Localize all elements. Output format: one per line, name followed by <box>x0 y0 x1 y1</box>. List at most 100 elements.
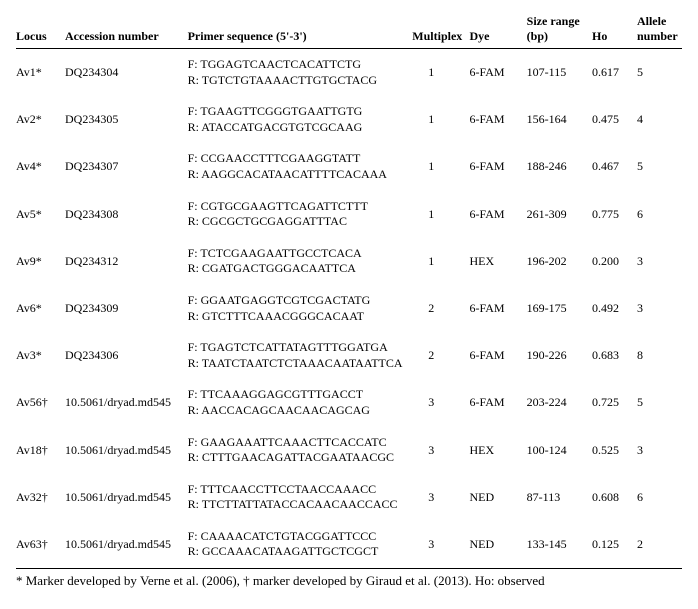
cell-ho: 0.683 <box>592 332 637 379</box>
cell-dye: 6-FAM <box>469 379 526 426</box>
primer-r: R: AAGGCACATAACATTTTCACAAA <box>188 167 409 183</box>
cell-primer: F: TGGAGTCAACTCACATTCTGR: TGTCTGTAAAACTT… <box>188 49 413 97</box>
table-row: Av3*DQ234306F: TGAGTCTCATTATAGTTTGGATGAR… <box>16 332 682 379</box>
cell-primer: F: GAAGAAATTCAAACTTCACCATCR: CTTTGAACAGA… <box>188 427 413 474</box>
primer-r: R: TGTCTGTAAAACTTGTGCTACG <box>188 73 409 89</box>
cell-accession: DQ234308 <box>65 191 188 238</box>
cell-dye: 6-FAM <box>469 49 526 97</box>
primer-f: F: CCGAACCTTTCGAAGGTATT <box>188 151 409 167</box>
cell-primer: F: CGTGCGAAGTTCAGATTCTTTR: CGCGCTGCGAGGA… <box>188 191 413 238</box>
cell-multiplex: 3 <box>412 427 469 474</box>
primer-f: F: TTCAAAGGAGCGTTTGACCT <box>188 387 409 403</box>
cell-multiplex: 3 <box>412 521 469 569</box>
cell-ho: 0.525 <box>592 427 637 474</box>
primer-r: R: ATACCATGACGTGTCGCAAG <box>188 120 409 136</box>
table-row: Av63†10.5061/dryad.md545F: CAAAACATCTGTA… <box>16 521 682 569</box>
table-row: Av56†10.5061/dryad.md545F: TTCAAAGGAGCGT… <box>16 379 682 426</box>
cell-accession: DQ234306 <box>65 332 188 379</box>
cell-primer: F: TGAAGTTCGGGTGAATTGTGR: ATACCATGACGTGT… <box>188 96 413 143</box>
cell-primer: F: TCTCGAAGAATTGCCTCACAR: CGATGACTGGGACA… <box>188 238 413 285</box>
cell-allele: 8 <box>637 332 682 379</box>
cell-size: 133-145 <box>527 521 592 569</box>
cell-ho: 0.467 <box>592 143 637 190</box>
cell-dye: 6-FAM <box>469 143 526 190</box>
cell-allele: 5 <box>637 379 682 426</box>
cell-dye: 6-FAM <box>469 285 526 332</box>
primer-r: R: GTCTTTCAAACGGGCACAAT <box>188 309 409 325</box>
cell-locus: Av56† <box>16 379 65 426</box>
cell-dye: HEX <box>469 427 526 474</box>
cell-allele: 2 <box>637 521 682 569</box>
cell-multiplex: 2 <box>412 285 469 332</box>
cell-ho: 0.725 <box>592 379 637 426</box>
cell-allele: 4 <box>637 96 682 143</box>
primer-r: R: AACCACAGCAACAACAGCAG <box>188 403 409 419</box>
cell-size: 190-226 <box>527 332 592 379</box>
cell-locus: Av32† <box>16 474 65 521</box>
cell-locus: Av2* <box>16 96 65 143</box>
header-accession: Accession number <box>65 12 188 49</box>
cell-accession: 10.5061/dryad.md545 <box>65 379 188 426</box>
primer-r: R: TAATCTAATCTCTAAACAATAATTCA <box>188 356 409 372</box>
cell-allele: 6 <box>637 191 682 238</box>
header-dye: Dye <box>469 12 526 49</box>
cell-multiplex: 1 <box>412 238 469 285</box>
cell-size: 196-202 <box>527 238 592 285</box>
cell-ho: 0.492 <box>592 285 637 332</box>
cell-allele: 3 <box>637 285 682 332</box>
cell-primer: F: TGAGTCTCATTATAGTTTGGATGAR: TAATCTAATC… <box>188 332 413 379</box>
primer-r: R: CGCGCTGCGAGGATTTAC <box>188 214 409 230</box>
cell-allele: 3 <box>637 427 682 474</box>
primer-f: F: TGAGTCTCATTATAGTTTGGATGA <box>188 340 409 356</box>
cell-size: 261-309 <box>527 191 592 238</box>
cell-dye: NED <box>469 521 526 569</box>
cell-accession: 10.5061/dryad.md545 <box>65 521 188 569</box>
cell-accession: 10.5061/dryad.md545 <box>65 427 188 474</box>
cell-size: 100-124 <box>527 427 592 474</box>
cell-accession: DQ234309 <box>65 285 188 332</box>
cell-dye: 6-FAM <box>469 96 526 143</box>
cell-ho: 0.608 <box>592 474 637 521</box>
cell-locus: Av6* <box>16 285 65 332</box>
cell-ho: 0.775 <box>592 191 637 238</box>
cell-locus: Av9* <box>16 238 65 285</box>
cell-size: 169-175 <box>527 285 592 332</box>
table-row: Av4*DQ234307F: CCGAACCTTTCGAAGGTATTR: AA… <box>16 143 682 190</box>
cell-multiplex: 1 <box>412 191 469 238</box>
cell-accession: DQ234312 <box>65 238 188 285</box>
footnote-text: * Marker developed by Verne et al. (2006… <box>16 569 682 598</box>
cell-locus: Av3* <box>16 332 65 379</box>
cell-allele: 6 <box>637 474 682 521</box>
primer-f: F: TCTCGAAGAATTGCCTCACA <box>188 246 409 262</box>
cell-ho: 0.475 <box>592 96 637 143</box>
header-allele: Allele number <box>637 12 682 49</box>
primer-r: R: TTCTTATTATACCACAACAACCACC <box>188 497 409 513</box>
footnote-row: * Marker developed by Verne et al. (2006… <box>16 569 682 598</box>
header-primer: Primer sequence (5'-3') <box>188 12 413 49</box>
primer-f: F: CGTGCGAAGTTCAGATTCTTT <box>188 199 409 215</box>
cell-size: 188-246 <box>527 143 592 190</box>
primer-f: F: TGAAGTTCGGGTGAATTGTG <box>188 104 409 120</box>
cell-locus: Av63† <box>16 521 65 569</box>
cell-accession: DQ234304 <box>65 49 188 97</box>
primer-f: F: TTTCAACCTTCCTAACCAAACC <box>188 482 409 498</box>
header-ho: Ho <box>592 12 637 49</box>
cell-multiplex: 1 <box>412 96 469 143</box>
cell-multiplex: 2 <box>412 332 469 379</box>
cell-accession: DQ234307 <box>65 143 188 190</box>
cell-primer: F: CAAAACATCTGTACGGATTCCCR: GCCAAACATAAG… <box>188 521 413 569</box>
cell-primer: F: TTTCAACCTTCCTAACCAAACCR: TTCTTATTATAC… <box>188 474 413 521</box>
cell-primer: F: TTCAAAGGAGCGTTTGACCTR: AACCACAGCAACAA… <box>188 379 413 426</box>
cell-ho: 0.125 <box>592 521 637 569</box>
primer-f: F: GAAGAAATTCAAACTTCACCATC <box>188 435 409 451</box>
cell-size: 156-164 <box>527 96 592 143</box>
table-row: Av1*DQ234304F: TGGAGTCAACTCACATTCTGR: TG… <box>16 49 682 97</box>
cell-primer: F: GGAATGAGGTCGTCGACTATGR: GTCTTTCAAACGG… <box>188 285 413 332</box>
cell-multiplex: 1 <box>412 143 469 190</box>
cell-multiplex: 3 <box>412 474 469 521</box>
cell-dye: 6-FAM <box>469 191 526 238</box>
cell-accession: DQ234305 <box>65 96 188 143</box>
cell-locus: Av18† <box>16 427 65 474</box>
table-row: Av9*DQ234312F: TCTCGAAGAATTGCCTCACAR: CG… <box>16 238 682 285</box>
cell-locus: Av5* <box>16 191 65 238</box>
